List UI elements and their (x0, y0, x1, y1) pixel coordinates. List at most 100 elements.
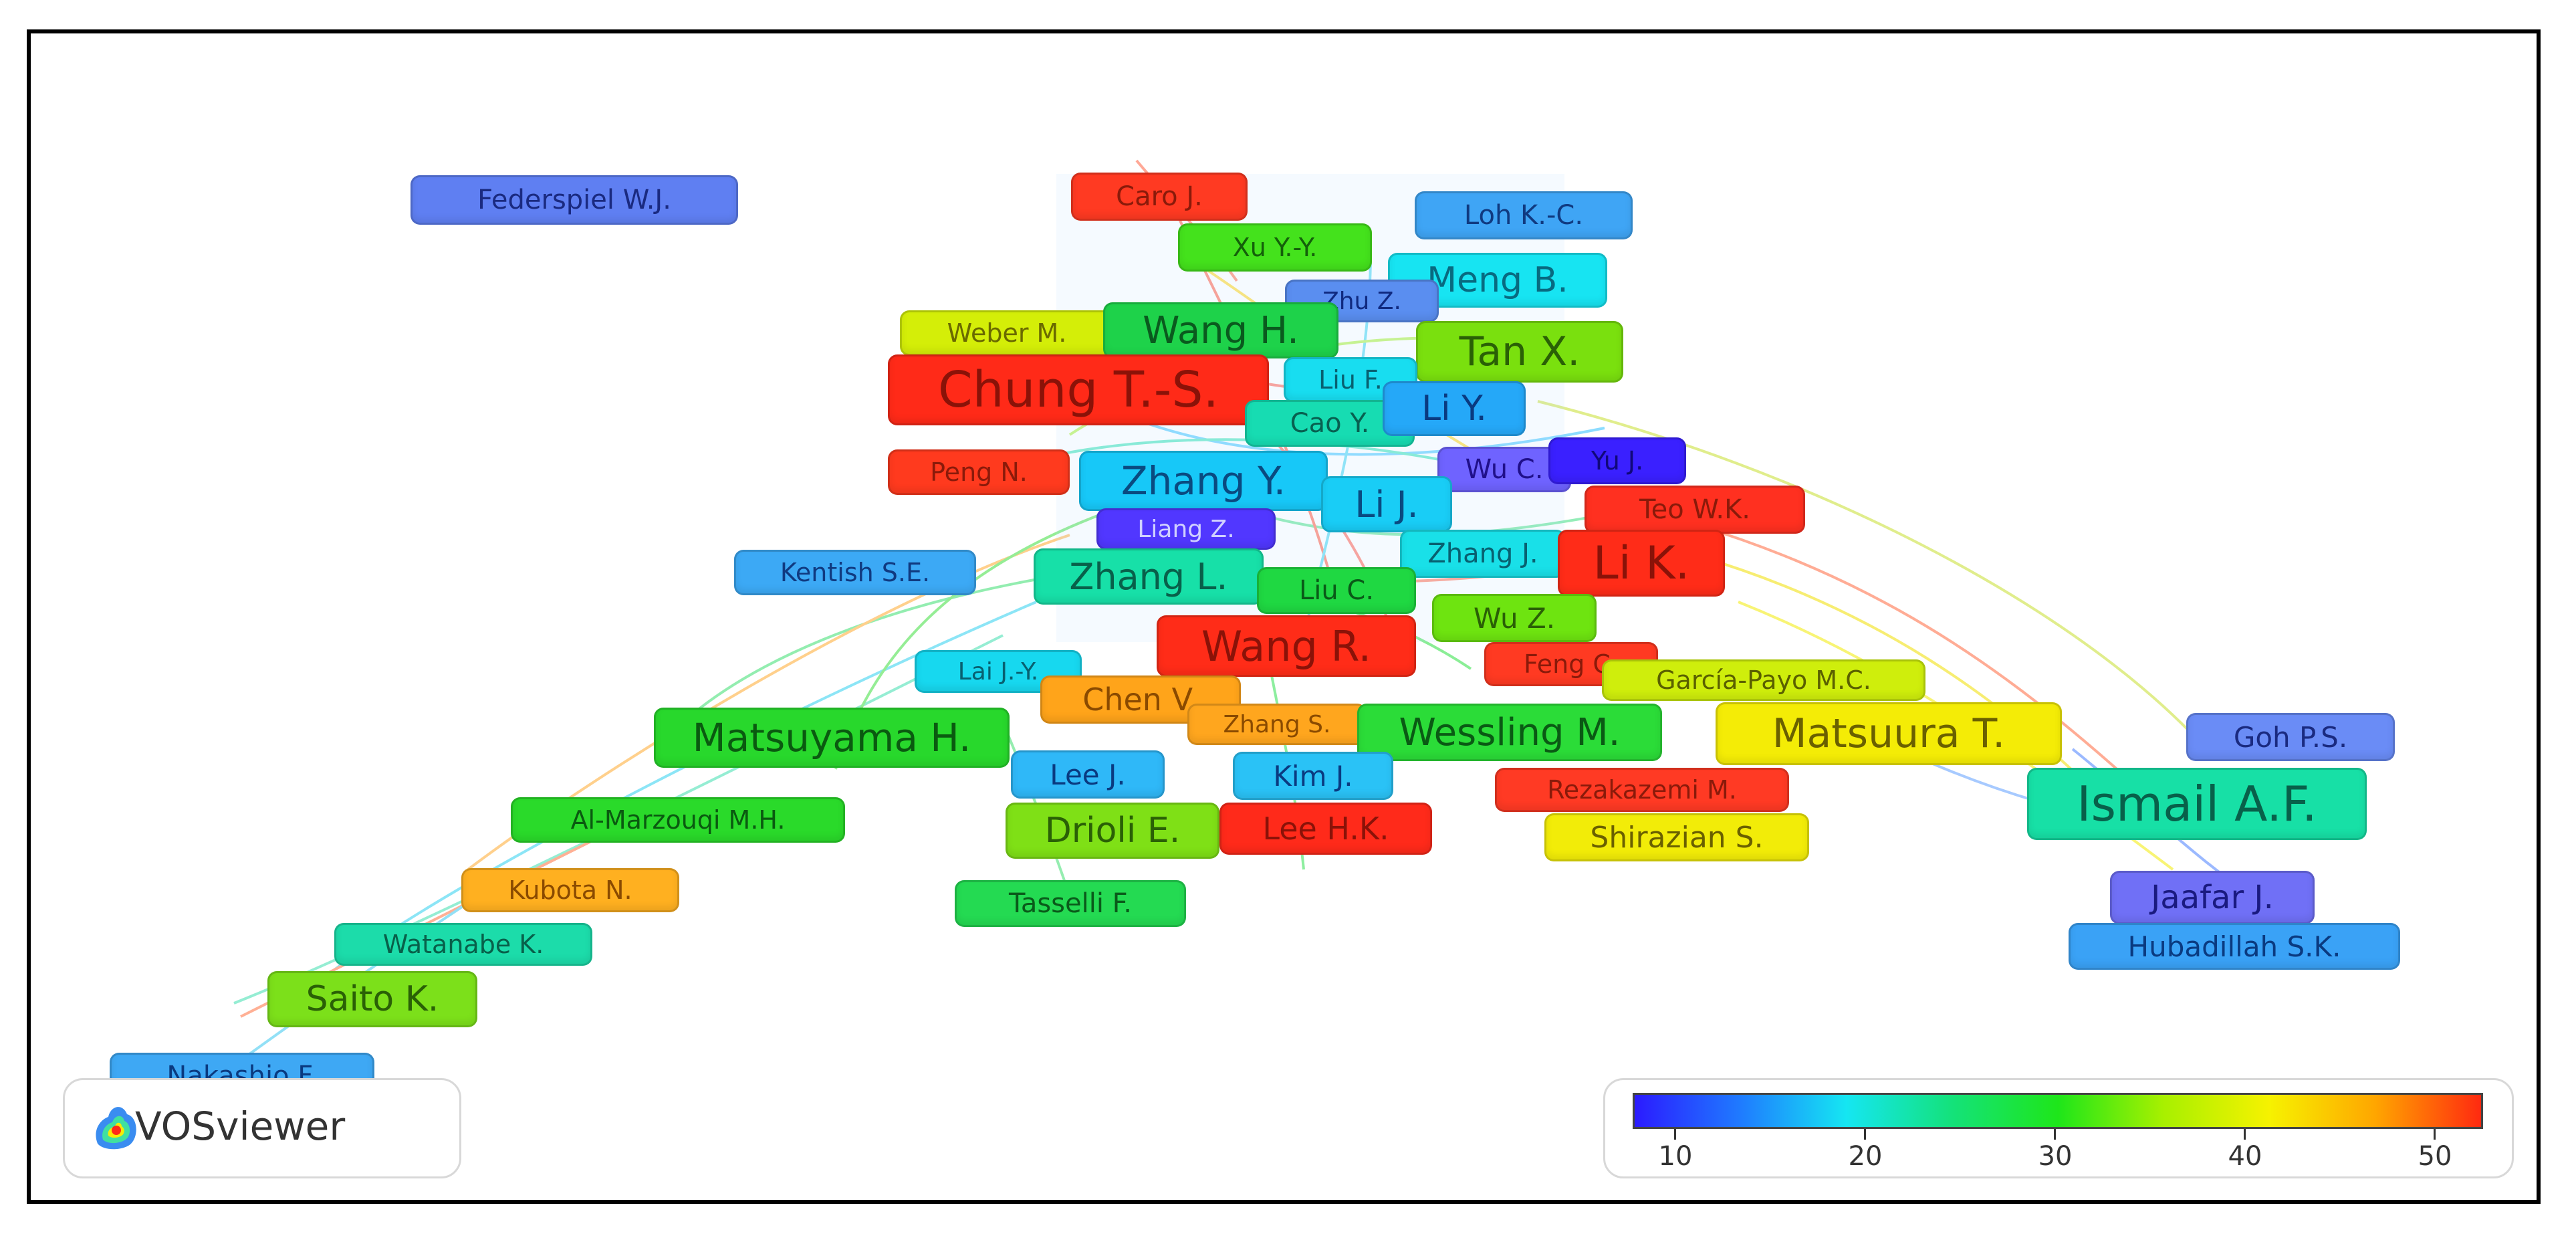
node-label: Zhang J. (1427, 538, 1538, 569)
node-zhang-j[interactable]: Zhang J. (1400, 530, 1566, 578)
legend-tick (1864, 1129, 1866, 1140)
node-matsuyama[interactable]: Matsuyama H. (654, 708, 1010, 768)
node-label: Teo W.K. (1639, 494, 1751, 525)
node-drioli[interactable]: Drioli E. (1006, 803, 1219, 859)
node-label: Chen V. (1082, 682, 1199, 718)
node-lee-j[interactable]: Lee J. (1011, 750, 1165, 799)
node-kentish[interactable]: Kentish S.E. (734, 550, 976, 595)
node-label: Hubadillah S.K. (2127, 930, 2341, 963)
node-label: Matsuyama H. (692, 715, 971, 760)
node-wang-r[interactable]: Wang R. (1157, 615, 1416, 677)
node-lee-hk[interactable]: Lee H.K. (1219, 803, 1432, 855)
node-watanabe[interactable]: Watanabe K. (334, 923, 592, 966)
node-rezakazemi[interactable]: Rezakazemi M. (1495, 768, 1789, 812)
node-label: Ismail A.F. (2077, 776, 2317, 832)
node-teo[interactable]: Teo W.K. (1585, 486, 1805, 534)
node-chung[interactable]: Chung T.-S. (888, 354, 1269, 425)
node-ismail[interactable]: Ismail A.F. (2027, 768, 2367, 840)
node-zhang-s[interactable]: Zhang S. (1187, 704, 1367, 745)
node-label: Caro J. (1116, 181, 1203, 212)
node-caro[interactable]: Caro J. (1071, 173, 1248, 221)
node-al-marzouqi[interactable]: Al-Marzouqi M.H. (511, 797, 845, 843)
node-label: Loh K.-C. (1463, 200, 1584, 231)
node-tasselli[interactable]: Tasselli F. (955, 880, 1186, 927)
node-label: Wu Z. (1473, 601, 1556, 635)
node-label: Chung T.-S. (937, 361, 1219, 419)
node-peng[interactable]: Peng N. (888, 449, 1070, 495)
node-label: Saito K. (306, 979, 439, 1019)
legend-tick-label: 10 (1658, 1141, 1693, 1172)
node-label: Al-Marzouqi M.H. (570, 805, 786, 835)
node-matsuura[interactable]: Matsuura T. (1716, 702, 2062, 765)
node-label: Matsuura T. (1772, 710, 2006, 757)
node-yu[interactable]: Yu J. (1548, 437, 1686, 484)
vosviewer-logo-icon (96, 1107, 136, 1150)
node-label: Weber M. (947, 318, 1067, 348)
node-label: Xu Y.-Y. (1232, 233, 1318, 262)
node-label: Zhang S. (1223, 710, 1331, 738)
node-wang-h[interactable]: Wang H. (1103, 302, 1338, 358)
node-label: Wessling M. (1399, 710, 1621, 754)
node-saito[interactable]: Saito K. (267, 971, 477, 1027)
node-xu[interactable]: Xu Y.-Y. (1178, 223, 1372, 272)
node-chen[interactable]: Chen V. (1040, 675, 1241, 724)
node-label: Rezakazemi M. (1547, 775, 1737, 805)
node-label: Tan X. (1459, 328, 1580, 375)
node-label: Li Y. (1421, 389, 1487, 429)
node-label: Tasselli F. (1009, 888, 1132, 919)
node-label: Li K. (1593, 536, 1690, 590)
node-jaafar[interactable]: Jaafar J. (2110, 871, 2315, 924)
node-label: Wang H. (1143, 308, 1299, 352)
node-liang[interactable]: Liang Z. (1096, 508, 1276, 550)
node-label: Liang Z. (1137, 515, 1235, 543)
node-label: Wu C. (1465, 454, 1544, 485)
node-label: Meng B. (1427, 260, 1568, 300)
node-li-j[interactable]: Li J. (1321, 476, 1452, 532)
node-label: Shirazian S. (1590, 820, 1764, 855)
node-hubadillah[interactable]: Hubadillah S.K. (2069, 923, 2400, 970)
node-li-k[interactable]: Li K. (1558, 530, 1725, 597)
legend-tick (2054, 1129, 2056, 1140)
node-label: Kubota N. (508, 875, 632, 905)
legend-tick (2434, 1129, 2436, 1140)
node-label: Lee J. (1050, 758, 1126, 791)
node-weber[interactable]: Weber M. (900, 310, 1114, 356)
node-shirazian[interactable]: Shirazian S. (1544, 813, 1809, 861)
node-wessling[interactable]: Wessling M. (1357, 704, 1662, 761)
node-loh[interactable]: Loh K.-C. (1415, 191, 1633, 239)
node-label: Jaafar J. (2151, 879, 2274, 916)
node-zhang-y[interactable]: Zhang Y. (1079, 451, 1328, 511)
node-label: Zhang Y. (1121, 458, 1286, 504)
node-liu-c[interactable]: Liu C. (1257, 567, 1416, 614)
node-tan[interactable]: Tan X. (1416, 321, 1623, 383)
node-label: Kentish S.E. (780, 558, 931, 587)
node-label: Lai J.-Y. (957, 657, 1039, 686)
node-federspiel[interactable]: Federspiel W.J. (411, 175, 738, 225)
node-zhang-l[interactable]: Zhang L. (1034, 548, 1264, 605)
legend-tick-label: 40 (2228, 1141, 2262, 1172)
node-label: García-Payo M.C. (1656, 665, 1871, 695)
node-label: Cao Y. (1290, 408, 1370, 439)
vosviewer-logo-text: VOSviewer (135, 1104, 346, 1149)
node-label: Drioli E. (1044, 811, 1181, 851)
node-kim[interactable]: Kim J. (1233, 752, 1393, 800)
legend-tick (1674, 1129, 1676, 1140)
node-cao[interactable]: Cao Y. (1245, 400, 1415, 447)
node-wu-z[interactable]: Wu Z. (1432, 594, 1597, 642)
node-label: Zhang L. (1069, 555, 1228, 598)
node-label: Liu C. (1298, 575, 1375, 606)
node-label: Liu F. (1318, 365, 1383, 395)
node-label: Lee H.K. (1262, 811, 1389, 847)
legend-tick-label: 20 (1848, 1141, 1883, 1172)
node-label: Federspiel W.J. (477, 185, 671, 215)
legend-tick-label: 50 (2418, 1141, 2452, 1172)
node-li-y[interactable]: Li Y. (1383, 381, 1526, 436)
node-goh[interactable]: Goh P.S. (2186, 713, 2395, 761)
node-kubota[interactable]: Kubota N. (461, 868, 679, 912)
node-label: Kim J. (1273, 759, 1353, 793)
node-label: Yu J. (1591, 446, 1644, 476)
node-garcia-payo[interactable]: García-Payo M.C. (1602, 659, 1925, 701)
node-label: Li J. (1355, 483, 1419, 526)
color-legend-bar (1633, 1093, 2483, 1129)
node-label: Peng N. (930, 457, 1028, 487)
